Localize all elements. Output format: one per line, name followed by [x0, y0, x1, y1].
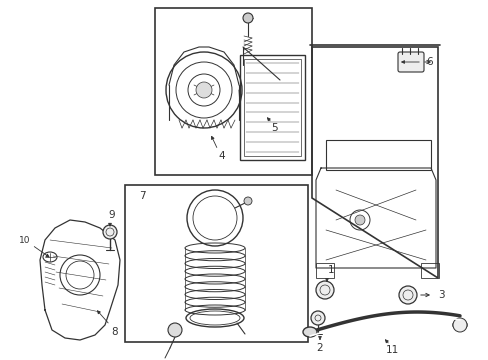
Text: 11: 11: [385, 345, 398, 355]
Bar: [240, 55, 305, 160]
Text: 5: 5: [271, 123, 278, 133]
Bar: [125, 185, 307, 342]
Text: 1: 1: [327, 265, 334, 275]
Text: 10: 10: [19, 235, 31, 244]
Circle shape: [244, 197, 251, 205]
FancyBboxPatch shape: [397, 52, 423, 72]
Bar: [420, 263, 438, 278]
Bar: [244, 59, 301, 156]
Circle shape: [452, 318, 466, 332]
Circle shape: [310, 311, 325, 325]
Text: 4: 4: [218, 151, 225, 161]
Ellipse shape: [303, 327, 316, 337]
Circle shape: [243, 13, 252, 23]
Circle shape: [398, 286, 416, 304]
Bar: [315, 263, 333, 278]
Circle shape: [168, 323, 182, 337]
Ellipse shape: [452, 320, 466, 330]
Circle shape: [315, 281, 333, 299]
Bar: [325, 140, 430, 170]
Text: 3: 3: [437, 290, 444, 300]
Circle shape: [354, 215, 364, 225]
Text: 7: 7: [139, 191, 145, 201]
Text: 8: 8: [111, 327, 118, 337]
Bar: [155, 8, 311, 175]
Text: 9: 9: [108, 210, 115, 220]
Circle shape: [196, 82, 212, 98]
Circle shape: [103, 225, 117, 239]
Text: 6: 6: [426, 57, 432, 67]
Text: 2: 2: [316, 343, 323, 353]
